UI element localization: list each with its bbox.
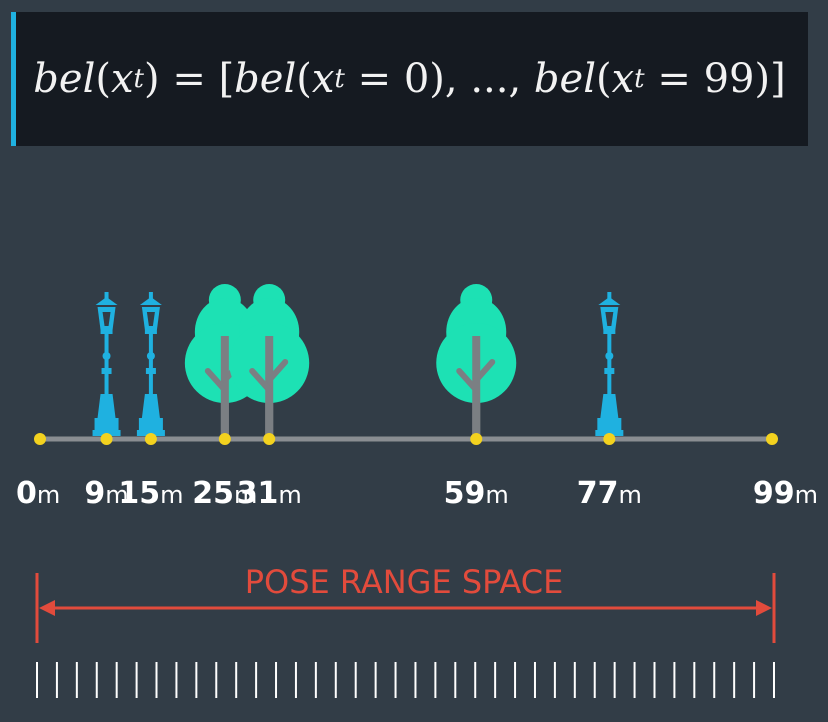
position-label-value: 0 <box>16 476 37 511</box>
tree-icon <box>229 284 310 438</box>
range-arrow-left-head <box>39 600 55 616</box>
street-lamp-icon <box>92 292 121 436</box>
position-marker <box>470 433 483 445</box>
position-label-unit: m <box>795 481 818 509</box>
formula-lhs-var: x <box>110 56 134 102</box>
position-markers <box>34 433 778 445</box>
formula-box: bel(x t) = [bel(x t = 0), ..., bel(x t = 99… <box>11 12 808 146</box>
position-marker <box>34 433 46 445</box>
position-label-unit: m <box>619 481 642 509</box>
formula-last-val: 99 <box>703 56 755 102</box>
position-marker <box>100 433 113 445</box>
formula-ellipsis: ... <box>470 56 509 102</box>
position-marker <box>218 433 231 445</box>
formula-last-func: bel <box>533 56 596 102</box>
position-label-value: 99 <box>753 476 795 511</box>
position-label-value: 25 <box>192 476 234 511</box>
landmarks <box>92 284 624 438</box>
position-label: 31m <box>237 476 302 511</box>
position-label-unit: m <box>160 481 183 509</box>
formula-open-bracket: [ <box>218 56 235 102</box>
position-label-unit: m <box>105 481 128 509</box>
position-label: 25m <box>192 476 257 511</box>
formula-last-sub: t <box>634 64 645 94</box>
position-marker <box>263 433 276 445</box>
position-label-value: 77 <box>577 476 619 511</box>
position-label-unit: m <box>278 481 301 509</box>
range-ticks <box>36 662 775 698</box>
position-label: 59m <box>444 476 509 511</box>
formula-first-func: bel <box>234 56 297 102</box>
position-label-unit: m <box>234 481 257 509</box>
range-arrow-right-head <box>756 600 772 616</box>
pose-range: POSE RANGE SPACE <box>35 563 776 643</box>
position-label: 9m <box>84 476 128 511</box>
position-label: 99m <box>753 476 818 511</box>
formula-lhs-func: bel <box>33 56 96 102</box>
street-lamp-icon <box>595 292 624 436</box>
position-label-value: 31 <box>237 476 279 511</box>
belief-formula: bel(x t) = [bel(x t = 0), ..., bel(x t = 99… <box>33 56 786 102</box>
position-label: 15m <box>118 476 183 511</box>
formula-lhs-sub: t <box>133 64 144 94</box>
street-lamp-icon <box>136 292 165 436</box>
position-label-value: 59 <box>444 476 486 511</box>
pose-range-title: POSE RANGE SPACE <box>245 563 564 601</box>
position-label-value: 15 <box>118 476 160 511</box>
position-label: 77m <box>577 476 642 511</box>
formula-first-var: x <box>311 56 335 102</box>
position-label: 0m <box>16 476 60 511</box>
position-marker <box>144 433 157 445</box>
tree-icon <box>436 284 517 438</box>
formula-close-bracket: ] <box>770 56 786 102</box>
formula-first-val: 0 <box>403 56 430 102</box>
position-label-unit: m <box>37 481 60 509</box>
position-marker <box>603 433 616 445</box>
formula-last-var: x <box>611 56 635 102</box>
formula-accent-bar <box>11 12 16 146</box>
formula-first-sub: t <box>334 64 345 94</box>
position-label-unit: m <box>485 481 508 509</box>
position-label-value: 9 <box>84 476 105 511</box>
position-marker <box>766 433 778 445</box>
